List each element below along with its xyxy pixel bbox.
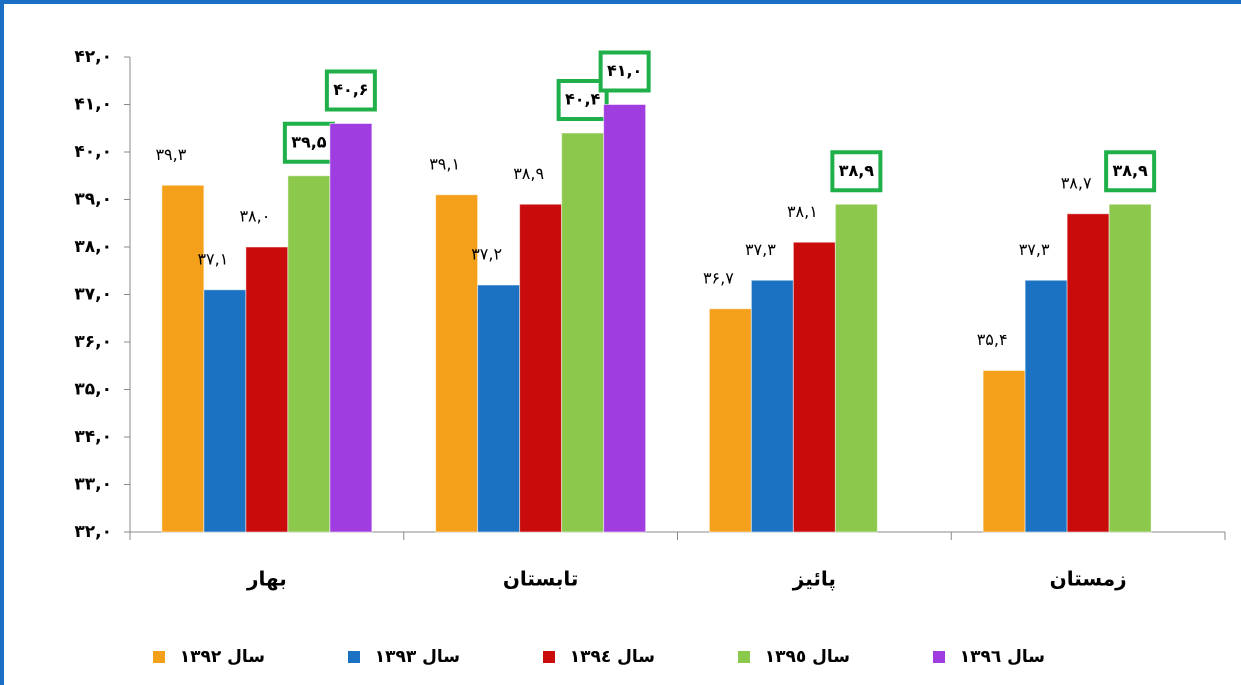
y-tick-label: ۳۷,۰ [74, 285, 112, 305]
data-label: ۳۸,۹ [513, 164, 544, 183]
data-label: ۳۸,۰ [239, 207, 270, 226]
y-tick-label: ۳۵,۰ [74, 380, 112, 400]
bar [287, 175, 331, 533]
y-tick-label: ۴۰,۰ [74, 142, 112, 162]
legend-label: سال ١٣٩٢ [180, 647, 265, 667]
y-tick-label: ۳۳,۰ [74, 475, 112, 495]
bar [245, 246, 289, 533]
legend-label: سال ١٣٩٥ [765, 647, 850, 667]
data-label: ۳۹,۱ [429, 154, 460, 173]
x-tick-label: زمستان [1050, 567, 1127, 591]
bar [161, 184, 205, 533]
label-box [1104, 150, 1157, 193]
legend-label: سال ١٣٩٤ [570, 647, 655, 667]
y-tick-label: ۴۱,۰ [74, 95, 112, 115]
y-tick-label: ۳۶,۰ [74, 332, 112, 352]
label-box [282, 121, 335, 164]
x-tick-label: تابستان [503, 567, 579, 591]
bar [982, 370, 1026, 533]
bar [561, 132, 605, 533]
bar [477, 284, 521, 533]
legend-swatch [738, 651, 750, 663]
legend-swatch [543, 651, 555, 663]
data-label: ۳۷,۳ [745, 240, 776, 259]
legend-label: سال ١٣٩٦ [960, 647, 1045, 667]
bar [1066, 213, 1110, 533]
data-label: ۴۱,۰ [607, 61, 642, 80]
bar [834, 203, 878, 533]
data-label: ۳۹,۳ [155, 145, 186, 164]
data-label: ۳۸,۹ [839, 161, 875, 180]
y-tick-label: ۴۲,۰ [74, 47, 112, 67]
y-tick-label: ۳۹,۰ [74, 190, 112, 210]
data-label: ۳۶,۷ [703, 268, 734, 287]
bar [1108, 203, 1152, 533]
x-tick-label: بهار [246, 567, 287, 591]
data-label: ۳۸,۹ [1112, 161, 1148, 180]
data-label: ۴۰,۶ [333, 80, 368, 99]
data-label: ۳۹,۵ [291, 132, 327, 151]
bar [329, 123, 373, 533]
legend-swatch [933, 651, 945, 663]
legend-swatch [153, 651, 165, 663]
data-label: ۳۵,۴ [977, 330, 1008, 349]
data-label: ۳۷,۳ [1019, 240, 1050, 259]
data-label: ۳۷,۲ [471, 245, 502, 264]
y-tick-label: ۳۴,۰ [74, 427, 112, 447]
data-label: ۴۰,۴ [565, 90, 601, 109]
bar [435, 194, 479, 533]
label-box [830, 150, 883, 193]
bar [603, 104, 647, 533]
y-tick-label: ۳۲,۰ [74, 522, 112, 542]
bar [708, 308, 752, 533]
bar [750, 279, 794, 533]
bar [203, 289, 247, 533]
label-box [324, 69, 377, 112]
label-box [598, 50, 651, 93]
data-label: ۳۸,۷ [1061, 173, 1092, 192]
bar [1024, 279, 1068, 533]
data-label: ۳۸,۱ [787, 202, 818, 221]
legend-label: سال ١٣٩٣ [375, 647, 460, 667]
bar [792, 241, 836, 533]
x-tick-label: پائیز [792, 567, 836, 592]
legend-swatch [348, 651, 360, 663]
bar [519, 203, 563, 533]
data-label: ۳۷,۱ [197, 249, 228, 268]
y-tick-label: ۳۸,۰ [74, 237, 112, 257]
